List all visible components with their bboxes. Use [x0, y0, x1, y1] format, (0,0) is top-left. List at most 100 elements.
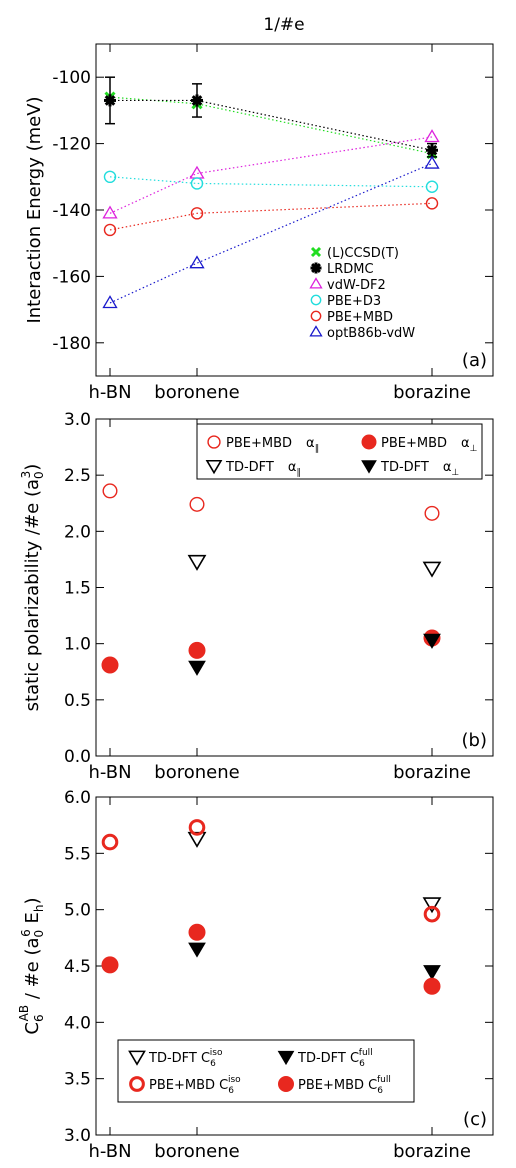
y-tick-label: 0.5	[64, 691, 91, 711]
y-label-sup: 3	[19, 471, 33, 479]
y-label-end: )	[22, 464, 43, 471]
data-point	[424, 155, 440, 169]
y-label-main: static polarizability /#e (a	[22, 479, 43, 711]
legend-marker	[310, 246, 322, 258]
legend-name: TD-DFT	[380, 460, 429, 475]
data-point	[190, 177, 204, 190]
figure-title: 1/#e	[263, 15, 304, 35]
legend-param-sub: 6	[210, 1059, 216, 1069]
y-label-e: E	[22, 912, 43, 929]
y-axis-label: static polarizability /#e (a03)	[19, 464, 46, 712]
data-point	[101, 833, 119, 851]
legend-label: vdW-DF2	[327, 278, 386, 293]
legend-label: optB86b-vdW	[327, 326, 415, 341]
series-line	[109, 202, 433, 231]
x-category-label: boronene	[154, 382, 239, 403]
legend: (L)CCSD(T)LRDMCvdW-DF2PBE+D3PBE+MBDoptB8…	[309, 246, 415, 341]
data-point-ray	[104, 95, 116, 106]
legend-marker	[310, 294, 322, 306]
series-line	[110, 99, 433, 151]
data-point	[424, 505, 440, 521]
series-PBE+MBD	[101, 629, 441, 674]
data-point	[422, 561, 442, 578]
series-TD-DFT C	[188, 942, 441, 981]
series-line	[109, 136, 433, 214]
series-LRDMC	[104, 76, 438, 158]
y-label-mid: / #e (a	[22, 937, 43, 1004]
y-label-sub2: 0	[32, 930, 46, 938]
legend-param-sup: full	[377, 1075, 391, 1085]
y-label-sup: AB	[17, 1005, 31, 1021]
data-point	[102, 205, 118, 219]
y-tick-label: -160	[52, 267, 91, 287]
x-category-label: h-BN	[88, 1141, 131, 1162]
data-point	[189, 496, 205, 512]
legend-param: α	[443, 460, 452, 475]
series-(L)CCSD(T)	[104, 91, 438, 160]
data-point	[188, 923, 206, 941]
y-tick-label: 3.5	[64, 1070, 91, 1090]
y-tick-label: 2.5	[64, 466, 91, 486]
data-point	[190, 207, 204, 220]
legend-label: PBE+MBD	[327, 310, 393, 325]
y-tick-label: -120	[52, 135, 91, 155]
legend-label: TD-DFT C6full	[297, 1048, 373, 1069]
legend-label: PBE+MBD C6full	[298, 1075, 391, 1096]
x-category-label: borazine	[393, 1141, 471, 1162]
data-point	[104, 94, 116, 107]
legend-marker	[309, 277, 323, 289]
x-category-label: h-BN	[88, 762, 131, 783]
legend-marker	[129, 1076, 145, 1092]
y-tick-label: -140	[52, 201, 91, 221]
legend-param-sub: ⊥	[451, 468, 459, 478]
data-point	[187, 831, 207, 848]
x-category-label: boronene	[154, 762, 239, 783]
legend-label: TD-DFT C6iso	[148, 1048, 223, 1069]
data-point	[423, 905, 441, 923]
data-point	[101, 656, 119, 674]
legend-label: TD-DFT α⊥	[380, 460, 459, 478]
legend-param-sub: 6	[228, 1086, 234, 1096]
data-point	[102, 295, 118, 309]
x-category-label: boronene	[154, 1141, 239, 1162]
panel-c: 3.0 3.5 4.0 4.5 5.0 5.5 6.0 h-BN boronene borazin…	[17, 788, 494, 1162]
data-point	[103, 223, 117, 237]
legend-param: α	[288, 460, 297, 475]
y-label-end: )	[22, 897, 43, 904]
legend-box	[196, 423, 483, 480]
series-line	[109, 176, 433, 188]
data-point	[189, 255, 205, 269]
series-PBE+D3	[103, 170, 439, 193]
y-tick-label: -180	[52, 334, 91, 354]
series-PBE+MBD C	[101, 819, 441, 923]
series-PBE+MBD C	[101, 923, 441, 995]
legend-param-sub: ∥	[296, 468, 301, 478]
legend-marker	[207, 435, 221, 449]
data-point	[102, 483, 118, 499]
legend-label: PBE+MBD C6iso	[149, 1075, 241, 1096]
legend-param-sup: iso	[228, 1075, 241, 1085]
data-point	[425, 197, 439, 210]
legend-marker	[278, 1076, 294, 1092]
legend-marker	[128, 1050, 146, 1066]
data-point	[423, 965, 441, 981]
data-point	[422, 897, 442, 914]
data-point	[101, 956, 119, 974]
data-point	[188, 819, 206, 836]
legend-name: TD-DFT C	[297, 1051, 359, 1066]
y-axis-label: Interaction Energy (meV)	[24, 96, 45, 323]
legend-name: PBE+MBD	[381, 436, 447, 451]
data-point	[103, 170, 117, 184]
legend-marker	[205, 459, 223, 475]
series-TD-DFT	[187, 554, 442, 578]
y-label-sub: 0	[32, 471, 46, 479]
data-point-ray	[191, 95, 203, 106]
data-point	[425, 180, 439, 193]
legend-name: PBE+MBD C	[298, 1078, 377, 1093]
legend-name: PBE+MBD C	[149, 1078, 228, 1093]
y-tick-label: 2.0	[64, 522, 91, 542]
legend-param: α	[306, 436, 315, 451]
legend-label: LRDMC	[327, 262, 374, 277]
legend-param-sub: ⊥	[470, 444, 478, 454]
